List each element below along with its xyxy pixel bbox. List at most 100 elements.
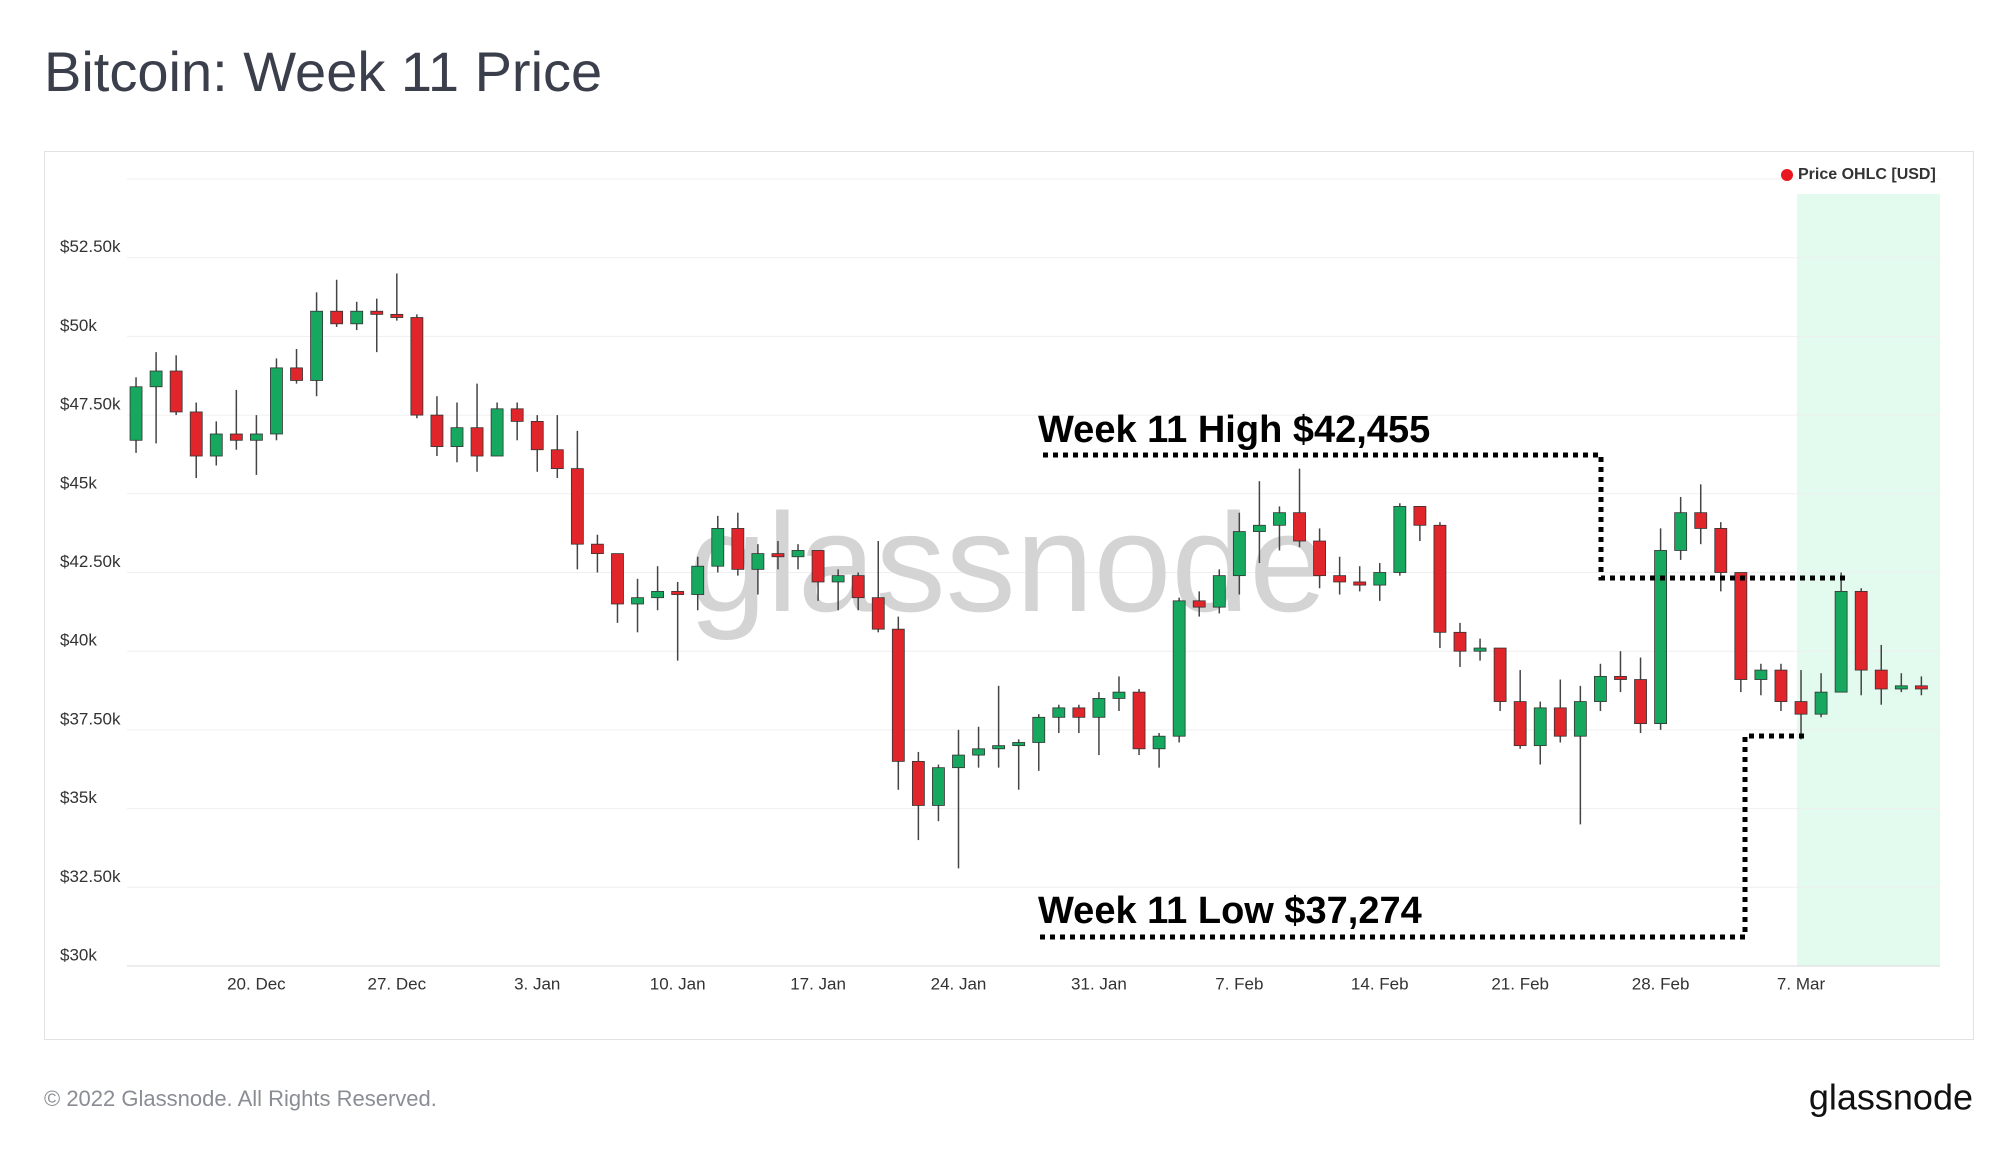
candle-body	[149, 370, 163, 388]
x-tick-label: 17. Jan	[790, 974, 846, 993]
y-tick-label: $40k	[60, 631, 97, 650]
candle-body	[1754, 669, 1768, 680]
candle-body	[169, 370, 183, 413]
candle-body	[550, 449, 564, 470]
candle-body	[1273, 512, 1286, 526]
y-tick-label: $42.50k	[60, 552, 121, 571]
candle-body	[1012, 742, 1026, 747]
candle-body	[1232, 531, 1246, 577]
candle-body	[1794, 701, 1808, 715]
x-tick-label: 21. Feb	[1491, 974, 1549, 993]
candle-body	[1433, 524, 1447, 633]
legend-label[interactable]: Price OHLC [USD]	[1798, 166, 1936, 183]
candle-body	[1192, 600, 1206, 608]
candle-body	[530, 420, 544, 451]
candle-body	[1132, 691, 1146, 750]
candle-body	[1894, 685, 1908, 690]
copyright: © 2022 Glassnode. All Rights Reserved.	[44, 1086, 437, 1111]
candle-body	[189, 411, 203, 457]
candle-body	[1634, 679, 1647, 725]
chart-frame	[44, 151, 1974, 1040]
candle-body	[1854, 590, 1868, 671]
candle-body	[611, 553, 624, 605]
candle-body	[1834, 590, 1848, 693]
candle-body	[651, 590, 664, 599]
candle-body	[310, 310, 323, 381]
x-tick-label: 14. Feb	[1351, 974, 1409, 993]
candle-body	[771, 553, 785, 558]
candle-body	[711, 528, 725, 567]
candle-body	[972, 748, 985, 756]
y-tick-label: $45k	[60, 473, 97, 492]
candle-body	[1253, 524, 1266, 532]
legend-marker	[1781, 169, 1793, 181]
candle-body	[1453, 631, 1467, 652]
x-tick-label: 10. Jan	[650, 974, 706, 993]
y-tick-label: $47.50k	[60, 395, 121, 414]
candle-body	[1333, 575, 1347, 583]
y-tick-label: $35k	[60, 788, 97, 807]
candle-body	[851, 575, 865, 599]
candle-body	[691, 565, 705, 595]
candle-body	[992, 745, 1006, 750]
candle-body	[1814, 691, 1828, 715]
candle-body	[430, 414, 444, 447]
candle-body	[751, 553, 765, 570]
candle-body	[1533, 707, 1547, 747]
candle-body	[1313, 540, 1326, 577]
candle-body	[1553, 707, 1567, 737]
candle-body	[1774, 669, 1788, 702]
candle-body	[1413, 505, 1427, 526]
candle-body	[209, 433, 223, 457]
y-tick-label: $52.50k	[60, 237, 121, 256]
candle-body	[1353, 581, 1367, 586]
candle-body	[490, 408, 504, 457]
candle-body	[1614, 675, 1627, 680]
candle-body	[290, 367, 303, 381]
candles	[129, 273, 1928, 869]
candle-body	[370, 310, 384, 315]
candle-body	[1473, 647, 1487, 652]
candle-body	[1493, 647, 1507, 702]
candle-body	[831, 575, 845, 583]
candle-body	[1212, 575, 1226, 608]
candle-body	[1112, 691, 1126, 699]
candle-body	[1373, 572, 1387, 586]
candle-body	[1674, 512, 1688, 551]
candle-body	[1694, 512, 1708, 529]
candle-body	[410, 317, 424, 416]
candle-body	[1594, 675, 1607, 702]
x-tick-label: 28. Feb	[1632, 974, 1690, 993]
page-title: Bitcoin: Week 11 Price	[44, 40, 602, 103]
candle-body	[1052, 707, 1066, 718]
candle-body	[470, 427, 484, 457]
annotation-high: Week 11 High $42,455	[1038, 409, 1430, 451]
candle-body	[1573, 701, 1587, 737]
x-tick-label: 24. Jan	[931, 974, 987, 993]
candle-body	[1513, 701, 1527, 747]
candle-body	[1293, 512, 1306, 542]
candle-body	[1092, 698, 1106, 718]
candle-body	[1714, 528, 1728, 573]
candle-body	[1172, 600, 1186, 737]
y-tick-label: $32.50k	[60, 867, 121, 886]
candle-body	[249, 433, 263, 441]
candle-body	[591, 543, 604, 555]
y-tick-label: $50k	[60, 316, 97, 335]
candle-body	[129, 386, 143, 441]
candle-body	[932, 767, 945, 806]
candle-body	[1914, 685, 1928, 690]
candle-body	[911, 760, 925, 806]
x-tick-label: 7. Mar	[1777, 974, 1826, 993]
candle-body	[791, 550, 805, 558]
y-tick-label: $37.50k	[60, 709, 121, 728]
candle-body	[510, 408, 524, 422]
candle-body	[811, 550, 825, 583]
logo[interactable]: glassnode	[1809, 1077, 1973, 1118]
annotation-low: Week 11 Low $37,274	[1038, 890, 1422, 932]
candle-body	[1032, 716, 1046, 743]
candle-body	[671, 590, 685, 595]
candle-body	[570, 468, 584, 545]
candle-body	[390, 313, 404, 318]
